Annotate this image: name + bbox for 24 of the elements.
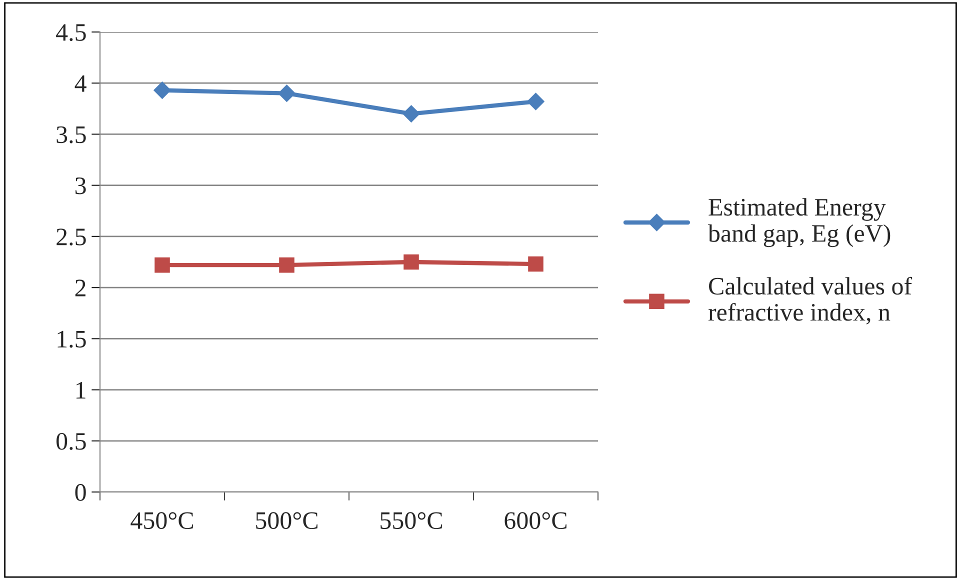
point	[278, 84, 296, 102]
y-tick-label: 2.5	[56, 228, 86, 246]
y-tick-label: 0.5	[56, 432, 86, 450]
point	[404, 254, 419, 270]
legend-label: Calculated values of refractive index, n	[708, 276, 912, 324]
y-tick-label: 0	[75, 484, 86, 501]
y-tick-label: 4	[74, 75, 86, 92]
y-tick-label: 1.5	[58, 330, 86, 348]
point	[154, 257, 170, 273]
point	[279, 257, 294, 273]
legend-label: Estimated Energy band gap, Eg (eV)	[708, 198, 890, 248]
point	[402, 105, 420, 122]
point	[527, 92, 544, 110]
y-tick-label: 1	[76, 382, 86, 398]
x-tick-label: 550°C	[380, 512, 442, 530]
y-tick-label: 4.5	[56, 24, 86, 42]
point	[154, 82, 171, 99]
x-tick-label: 500°C	[256, 512, 318, 530]
point	[528, 256, 544, 272]
y-tick-label: 3	[76, 177, 86, 194]
x-tick-label: 450°C	[130, 512, 193, 530]
x-tick-label: 600°C	[504, 512, 566, 530]
y-tick-label: 3.5	[56, 126, 86, 144]
y-tick-label: 2	[75, 280, 86, 296]
